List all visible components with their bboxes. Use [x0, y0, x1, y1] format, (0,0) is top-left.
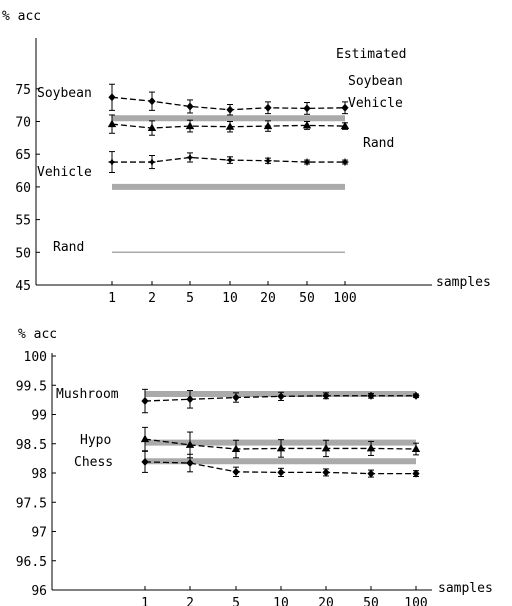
top-point-vehicle: [225, 122, 235, 130]
bottom-point-chess: [186, 459, 194, 468]
top-label-rand-reference: Rand: [53, 240, 84, 255]
bottom-label-mushroom: Mushroom: [56, 387, 119, 402]
bottom-x-tick-label: 10: [273, 596, 289, 606]
bottom-chart-marks: 96 96.5 97 97.5 98 98.5 99 99.5 100 1 2 5 10 20 50 100: [16, 350, 428, 606]
top-x-tick-label: 1: [108, 291, 116, 306]
bottom-point-mushroom: [232, 393, 240, 402]
bottom-y-tick-label: 98: [31, 467, 47, 482]
top-y-tick-label: 75: [15, 83, 31, 98]
bottom-point-mushroom: [186, 395, 194, 404]
top-chart-marks: 45 50 55 60 65 70 75 1 2 5 10 20 50 100: [15, 83, 356, 306]
bottom-point-hypo: [231, 444, 241, 453]
top-point-vehicle: [263, 121, 273, 130]
bottom-y-tick-label: 96: [31, 584, 47, 599]
top-label-rand-series: Rand: [363, 136, 394, 151]
bottom-point-hypo: [411, 444, 421, 453]
bottom-point-hypo: [185, 440, 195, 448]
top-point-vehicle: [302, 120, 312, 129]
bottom-y-tick-label: 98.5: [16, 438, 47, 453]
top-point-vehicle: [185, 121, 195, 130]
bottom-y-tick-label: 97.5: [16, 496, 47, 511]
bottom-x-tick-label: 20: [318, 596, 334, 606]
bottom-point-mushroom: [277, 392, 285, 401]
bottom-point-mushroom: [367, 391, 375, 400]
top-y-tick-label: 45: [15, 279, 31, 294]
top-x-tick-label: 10: [222, 291, 238, 306]
bottom-x-tick-label: 5: [232, 596, 240, 606]
top-y-tick-label: 60: [15, 181, 31, 196]
bottom-y-tick-label: 99: [31, 409, 47, 424]
top-y-tick-label: 65: [15, 148, 31, 163]
top-x-tick-label: 20: [260, 291, 276, 306]
top-point-vehicle: [147, 123, 157, 132]
top-point-rand: [302, 157, 312, 167]
top-x-axis-label: samples: [436, 275, 491, 290]
bottom-point-hypo: [276, 443, 286, 452]
top-y-tick-label: 70: [15, 116, 31, 131]
bottom-y-tick-label: 97: [31, 526, 47, 541]
bottom-y-tick-label: 100: [24, 350, 47, 365]
bottom-point-chess: [412, 469, 420, 478]
top-point-soybean: [108, 93, 116, 102]
top-y-axis-label: % acc: [2, 9, 41, 24]
bottom-point-hypo: [140, 434, 150, 443]
top-label-vehicle-series: Vehicle: [348, 96, 403, 111]
top-point-soybean: [226, 105, 234, 114]
bottom-point-mushroom: [322, 391, 330, 400]
top-annotation-estimated: Estimated: [336, 47, 406, 62]
top-y-tick-label: 55: [15, 214, 31, 229]
top-point-soybean: [341, 103, 349, 112]
top-label-soybean-series: Soybean: [348, 74, 403, 89]
bottom-chart-panel: % acc samples Mushroom Hypo Chess 96 96.5…: [16, 327, 493, 606]
top-label-vehicle-reference: Vehicle: [37, 165, 92, 180]
top-point-rand: [225, 155, 235, 165]
bottom-x-tick-label: 2: [186, 596, 194, 606]
top-point-rand: [147, 157, 157, 167]
bottom-point-hypo: [366, 443, 376, 452]
bottom-label-chess: Chess: [74, 455, 113, 470]
top-point-soybean: [186, 102, 194, 111]
bottom-x-tick-label: 50: [363, 596, 379, 606]
bottom-label-hypo: Hypo: [80, 433, 111, 448]
bottom-point-mushroom: [141, 397, 149, 406]
top-point-soybean: [303, 104, 311, 113]
bottom-point-chess: [232, 467, 240, 476]
bottom-point-chess: [367, 469, 375, 478]
top-chart-panel: % acc samples Estimated Soybean Vehicle …: [2, 9, 491, 306]
top-point-soybean: [264, 103, 272, 112]
bottom-point-hypo: [321, 443, 331, 452]
top-point-vehicle: [107, 119, 117, 128]
bottom-x-tick-label: 1: [141, 596, 149, 606]
top-x-tick-label: 2: [148, 291, 156, 306]
top-point-rand: [107, 157, 117, 167]
top-x-tick-label: 50: [299, 291, 315, 306]
bottom-point-chess: [277, 468, 285, 477]
top-x-tick-label: 5: [186, 291, 194, 306]
top-point-rand: [340, 157, 350, 167]
top-point-rand: [263, 156, 273, 165]
bottom-y-tick-label: 99.5: [16, 379, 47, 394]
bottom-y-axis-label: % acc: [18, 327, 57, 342]
top-point-soybean: [148, 97, 156, 106]
top-label-soybean-reference: Soybean: [37, 86, 92, 101]
top-y-tick-label: 50: [15, 246, 31, 261]
bottom-x-axis-label: samples: [438, 581, 493, 596]
bottom-point-mushroom: [412, 391, 420, 400]
top-x-tick-label: 100: [333, 291, 356, 306]
bottom-point-chess: [322, 468, 330, 477]
bottom-point-chess: [141, 457, 149, 466]
top-point-vehicle: [340, 121, 350, 130]
bottom-x-tick-label: 100: [404, 596, 427, 606]
top-point-rand: [185, 153, 195, 162]
bottom-y-tick-label: 96.5: [16, 555, 47, 570]
